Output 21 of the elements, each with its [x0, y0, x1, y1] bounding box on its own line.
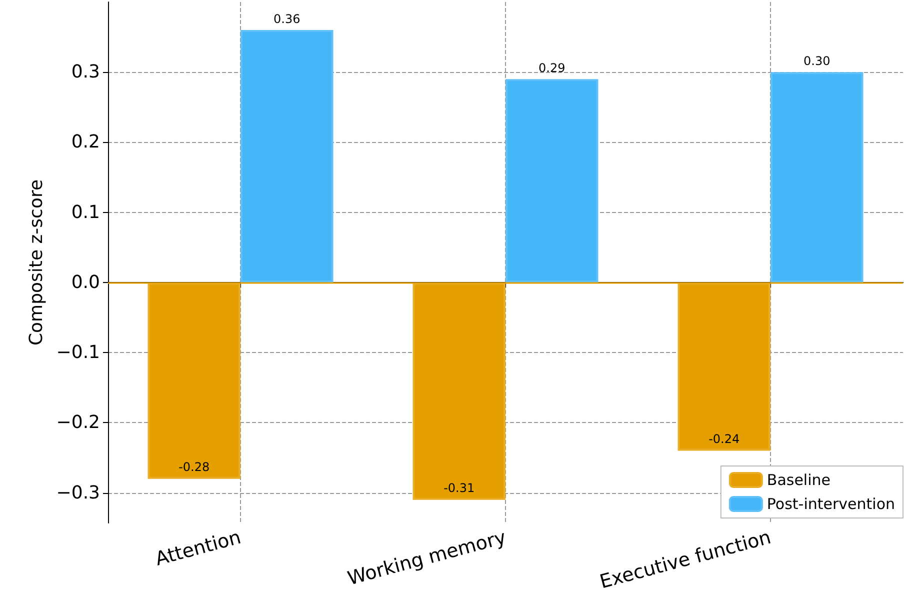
bar: [506, 79, 598, 282]
legend-label: Baseline: [766, 471, 831, 489]
data-label: 0.30: [804, 54, 830, 68]
data-label: -0.31: [444, 480, 475, 495]
y-tick-label: 0.1: [71, 202, 100, 223]
y-tick-label: 0.2: [71, 132, 100, 153]
x-tick-label: Attention: [152, 526, 244, 570]
y-tick-label: 0.3: [71, 62, 100, 83]
y-axis-title: Composite z-score: [26, 179, 47, 346]
bar: [770, 72, 864, 282]
y-tick-label: −0.1: [56, 342, 100, 364]
bar: [240, 30, 334, 282]
y-tick-label: 0.0: [71, 272, 100, 293]
data-label: 0.36: [274, 12, 300, 26]
data-label: -0.28: [178, 460, 210, 474]
data-label: -0.24: [708, 432, 740, 446]
data-label: 0.29: [538, 61, 566, 76]
legend-label: Post-intervention: [766, 495, 895, 513]
y-tick-label: −0.2: [56, 412, 100, 434]
y-tick-label: −0.3: [56, 482, 100, 504]
x-tick-label: Working memory: [345, 526, 508, 590]
